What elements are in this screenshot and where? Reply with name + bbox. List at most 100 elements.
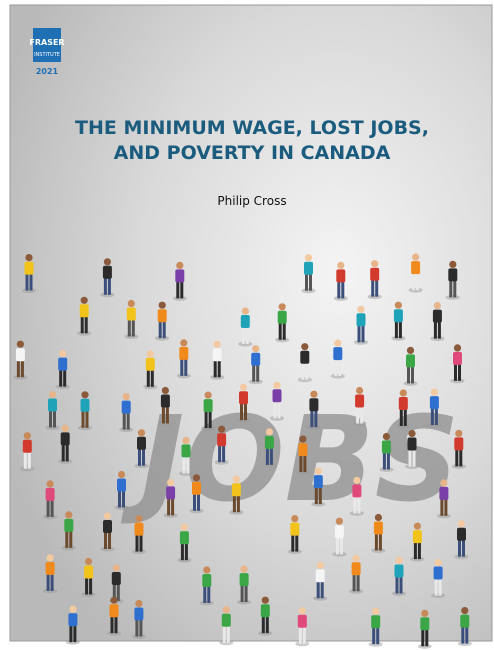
person-leg (62, 444, 65, 461)
person-shadow (353, 421, 367, 426)
person-leg (242, 327, 245, 344)
person-shadow (458, 641, 472, 646)
person-leg (455, 449, 458, 466)
person-leg (237, 495, 240, 512)
person-head (205, 392, 212, 399)
person-leg (166, 407, 169, 424)
person-head (147, 350, 154, 357)
person-leg (321, 581, 324, 598)
person-leg (379, 534, 382, 551)
person-torso (371, 615, 380, 628)
person-leg (245, 585, 248, 602)
person-torso (213, 348, 222, 361)
person-leg (270, 448, 273, 465)
person-leg (283, 323, 286, 340)
person-shadow (262, 462, 276, 467)
person-head (242, 307, 249, 314)
person-torso (134, 608, 143, 621)
person-torso (192, 482, 201, 495)
person-leg (123, 413, 126, 430)
person-leg (47, 500, 50, 517)
person-torso (204, 399, 213, 412)
person-leg (181, 543, 184, 560)
person-head (81, 391, 88, 398)
person-head (412, 254, 419, 261)
person-head (240, 384, 247, 391)
person-head (262, 597, 269, 604)
person-leg (412, 273, 415, 290)
person-shadow (451, 378, 465, 383)
person-torso (58, 358, 67, 371)
person-head (47, 480, 54, 487)
person-leg (279, 323, 282, 340)
person-leg (434, 322, 437, 339)
person-leg (227, 626, 230, 643)
person-shadow (452, 464, 466, 469)
person-head (317, 562, 324, 569)
person-shadow (43, 514, 57, 519)
person-head (408, 430, 415, 437)
person-leg (223, 626, 226, 643)
person-shadow (219, 640, 233, 645)
person-leg (256, 365, 259, 382)
person-leg (409, 450, 412, 467)
person-leg (295, 535, 298, 552)
person-shadow (20, 466, 34, 471)
person-leg (244, 403, 247, 420)
person-torso (222, 614, 231, 627)
person-leg (387, 453, 390, 470)
person-torso (298, 615, 307, 628)
person-head (291, 515, 298, 522)
person-shadow (62, 545, 76, 550)
person-shadow (396, 424, 410, 429)
person-torso (23, 440, 32, 453)
person-head (458, 520, 465, 527)
person-head (128, 300, 135, 307)
person-shadow (190, 508, 204, 513)
person-torso (370, 268, 379, 281)
person-leg (207, 586, 210, 603)
person-leg (439, 579, 442, 596)
person-shadow (237, 418, 251, 423)
person-torso (290, 523, 299, 536)
person-torso (298, 443, 307, 456)
person-head (181, 524, 188, 531)
person-shadow (332, 552, 346, 557)
person-leg (21, 360, 24, 377)
person-head (81, 297, 88, 304)
person-leg (465, 627, 468, 644)
person-head (421, 610, 428, 617)
person-shadow (155, 336, 169, 341)
person-leg (337, 281, 340, 298)
person-head (180, 339, 187, 346)
person-torso (103, 266, 112, 279)
person-torso (453, 352, 462, 365)
person-leg (53, 411, 56, 428)
person-leg (115, 616, 118, 633)
person-head (299, 607, 306, 614)
person-shadow (258, 631, 272, 636)
person-head (233, 476, 240, 483)
person-torso (314, 475, 323, 488)
person-head (455, 430, 462, 437)
person-head (371, 260, 378, 267)
person-leg (372, 627, 375, 644)
person-shadow (107, 631, 121, 636)
author: Philip Cross (217, 194, 286, 208)
person-torso (179, 347, 188, 360)
person-head (337, 262, 344, 269)
person-leg (59, 370, 62, 387)
person-leg (252, 365, 255, 382)
person-shadow (58, 459, 72, 464)
person-leg (309, 274, 312, 291)
person-shadow (410, 557, 424, 562)
person-head (454, 344, 461, 351)
person-leg (299, 627, 302, 644)
person-head (383, 433, 390, 440)
person-leg (108, 278, 111, 295)
person-leg (357, 496, 360, 513)
person-head (104, 512, 111, 519)
person-torso (46, 562, 55, 575)
person-head (138, 429, 145, 436)
person-leg (357, 574, 360, 591)
